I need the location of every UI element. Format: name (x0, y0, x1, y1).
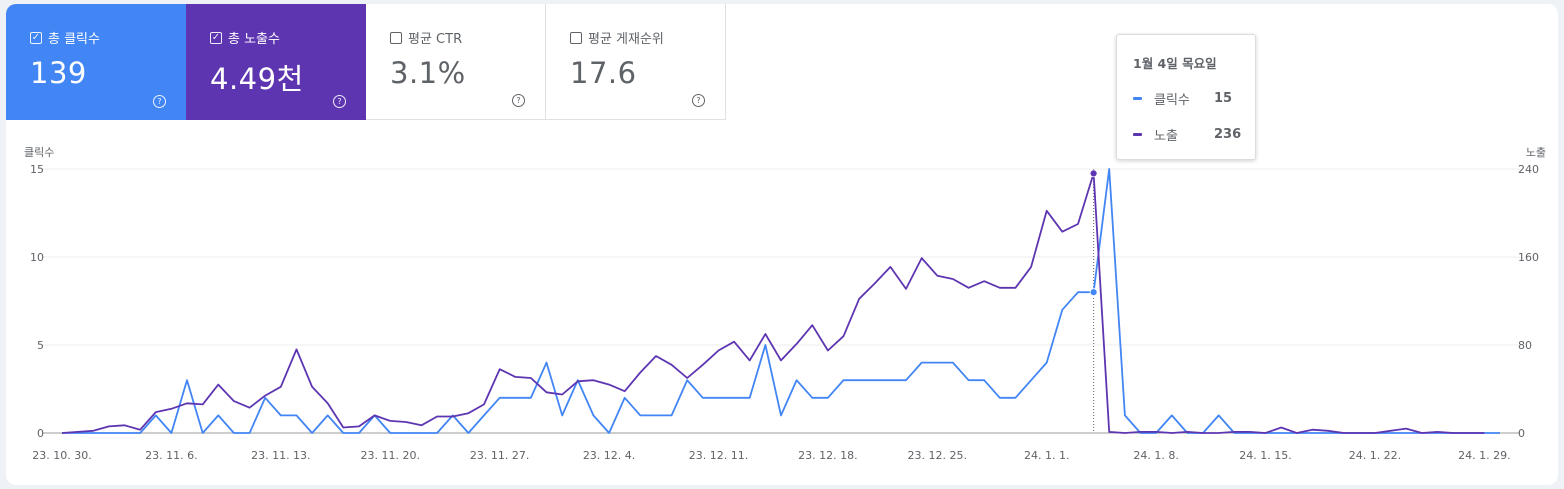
tooltip-clicks-row: 클릭수 15 (1133, 89, 1232, 108)
average-position-header: 평균 게재순위 (570, 28, 664, 47)
average-position-label: 평균 게재순위 (588, 32, 664, 47)
right-tick-label: 160 (1518, 251, 1539, 264)
tooltip-impressions-row: 노출 236 (1133, 125, 1241, 144)
help-icon[interactable]: ? (692, 94, 705, 107)
average-ctr-tile[interactable]: 평균 CTR 3.1% ? (366, 4, 546, 120)
total-clicks-value: 139 (30, 56, 87, 90)
tooltip-clicks-value: 15 (1214, 91, 1233, 106)
x-tick-label: 23. 10. 30. (32, 449, 91, 462)
total-impressions-tile[interactable]: ✓ 총 노출수 4.49천 ? (186, 4, 366, 120)
total-impressions-header: ✓ 총 노출수 (210, 28, 280, 47)
impressions-swatch (1133, 133, 1142, 136)
right-tick-label: 0 (1518, 427, 1525, 440)
x-tick-label: 23. 11. 27. (470, 449, 529, 462)
right-tick-label: 80 (1518, 339, 1532, 352)
total-impressions-label: 총 노출수 (228, 32, 280, 47)
tooltip-date: 1월 4일 목요일 (1133, 56, 1217, 71)
total-clicks-header: ✓ 총 클릭수 (30, 28, 100, 47)
help-icon[interactable]: ? (153, 95, 166, 108)
chart-tooltip: 1월 4일 목요일 클릭수 15 노출 236 (1116, 34, 1256, 160)
performance-card: ✓ 총 클릭수 139 ? ✓ 총 노출수 4.49천 ? 평균 CTR 3.1… (6, 4, 1558, 485)
tooltip-impressions-value: 236 (1214, 127, 1242, 142)
help-icon[interactable]: ? (333, 95, 346, 108)
impressions-line (61, 172, 1485, 434)
x-tick-label: 24. 1. 8. (1133, 449, 1178, 462)
x-tick-label: 23. 11. 6. (145, 449, 197, 462)
x-tick-label: 23. 12. 18. (798, 449, 857, 462)
left-tick-label: 0 (37, 427, 44, 440)
x-tick-label: 23. 11. 20. (360, 449, 419, 462)
average-ctr-label: 평균 CTR (408, 32, 463, 47)
x-tick-label: 24. 1. 15. (1239, 449, 1291, 462)
average-ctr-header: 평균 CTR (390, 28, 462, 47)
clicks-line (62, 168, 1500, 434)
impressions-hover-point (1089, 169, 1098, 178)
total-clicks-tile[interactable]: ✓ 총 클릭수 139 ? (6, 4, 186, 120)
left-axis-title: 클릭수 (24, 146, 54, 159)
x-tick-label: 23. 12. 25. (908, 449, 967, 462)
x-tick-label: 23. 12. 11. (689, 449, 748, 462)
left-tick-label: 15 (30, 163, 44, 176)
right-tick-label: 240 (1518, 163, 1539, 176)
x-tick-label: 23. 12. 4. (583, 449, 635, 462)
help-icon[interactable]: ? (512, 94, 525, 107)
average-position-tile[interactable]: 평균 게재순위 17.6 ? (546, 4, 726, 120)
left-tick-label: 5 (37, 339, 44, 352)
checkbox-checked-icon[interactable]: ✓ (210, 31, 222, 44)
average-position-value: 17.6 (570, 56, 637, 90)
right-axis-title: 노출 (1526, 146, 1546, 159)
checkbox-unchecked-icon[interactable] (390, 31, 402, 44)
tooltip-impressions-label: 노출 (1154, 129, 1178, 144)
left-tick-label: 10 (30, 251, 44, 264)
x-tick-label: 24. 1. 22. (1349, 449, 1401, 462)
clicks-swatch (1133, 97, 1142, 100)
x-tick-label: 24. 1. 29. (1458, 449, 1510, 462)
checkbox-checked-icon[interactable]: ✓ (30, 31, 42, 44)
tooltip-clicks-label: 클릭수 (1154, 93, 1190, 108)
clicks-hover-point (1089, 288, 1098, 297)
total-clicks-label: 총 클릭수 (48, 32, 100, 47)
x-tick-label: 24. 1. 1. (1024, 449, 1069, 462)
checkbox-unchecked-icon[interactable] (570, 31, 582, 44)
total-impressions-value: 4.49천 (210, 62, 304, 96)
average-ctr-value: 3.1% (390, 56, 466, 90)
x-tick-label: 23. 11. 13. (251, 449, 310, 462)
